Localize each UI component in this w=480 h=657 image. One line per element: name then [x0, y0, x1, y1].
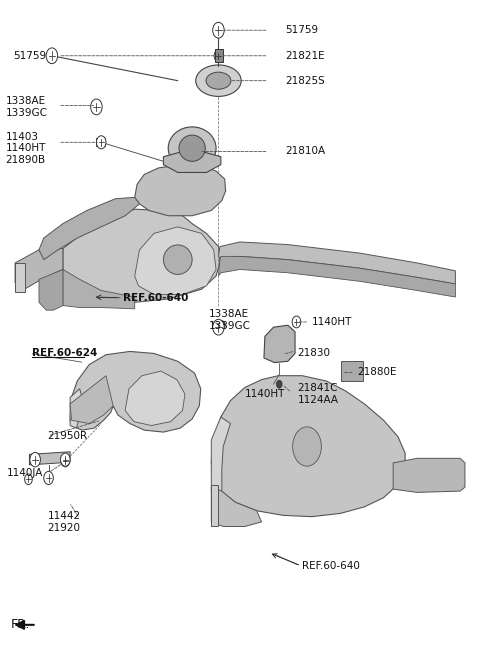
Ellipse shape — [168, 127, 216, 170]
Polygon shape — [70, 389, 83, 428]
Text: 21880E: 21880E — [357, 367, 397, 377]
Circle shape — [61, 455, 70, 467]
Text: 1140JA: 1140JA — [6, 468, 43, 478]
Polygon shape — [39, 269, 63, 310]
Text: 51759: 51759 — [13, 51, 46, 60]
Polygon shape — [211, 487, 262, 526]
Text: 1140HT: 1140HT — [245, 389, 285, 399]
Circle shape — [96, 136, 106, 149]
Circle shape — [30, 453, 40, 467]
Circle shape — [24, 474, 32, 484]
Polygon shape — [211, 376, 405, 516]
Text: REF.60-640: REF.60-640 — [302, 561, 360, 571]
Ellipse shape — [196, 65, 241, 97]
Polygon shape — [218, 242, 456, 284]
Text: 51759: 51759 — [286, 25, 319, 35]
Text: REF.60-640: REF.60-640 — [123, 292, 188, 303]
Polygon shape — [211, 417, 230, 492]
Polygon shape — [39, 197, 140, 260]
Ellipse shape — [293, 427, 322, 466]
Bar — [340, 361, 363, 381]
Text: 11403
1140HT
21890B: 11403 1140HT 21890B — [5, 131, 46, 165]
Polygon shape — [15, 248, 63, 289]
Polygon shape — [63, 209, 220, 302]
Text: 21810A: 21810A — [286, 147, 325, 156]
Text: 21821E: 21821E — [286, 51, 325, 60]
Text: REF.60-624: REF.60-624 — [32, 348, 97, 359]
Circle shape — [213, 22, 224, 38]
Text: 1140HT: 1140HT — [312, 317, 352, 327]
Bar — [215, 49, 223, 62]
Polygon shape — [264, 325, 295, 363]
Polygon shape — [135, 165, 226, 215]
Text: 21950R: 21950R — [48, 431, 88, 441]
Polygon shape — [63, 269, 135, 309]
Text: 21830: 21830 — [298, 348, 330, 358]
Polygon shape — [29, 452, 70, 465]
Polygon shape — [218, 256, 456, 297]
Text: FR.: FR. — [11, 618, 31, 631]
Polygon shape — [125, 371, 185, 426]
Circle shape — [214, 50, 223, 62]
Circle shape — [276, 380, 282, 388]
Ellipse shape — [163, 245, 192, 275]
Polygon shape — [96, 139, 105, 147]
Polygon shape — [163, 152, 221, 173]
Ellipse shape — [206, 72, 231, 89]
Polygon shape — [15, 263, 24, 292]
Polygon shape — [211, 484, 218, 526]
Polygon shape — [135, 227, 216, 294]
Circle shape — [60, 453, 70, 466]
Text: 21825S: 21825S — [286, 76, 325, 85]
Polygon shape — [393, 459, 465, 492]
Circle shape — [218, 321, 225, 330]
Circle shape — [292, 316, 301, 328]
Polygon shape — [70, 351, 201, 432]
Circle shape — [44, 472, 53, 484]
Text: 11442
21920: 11442 21920 — [48, 511, 81, 533]
Text: 21841C
1124AA: 21841C 1124AA — [298, 383, 338, 405]
Circle shape — [213, 319, 224, 335]
Text: 1338AE
1339GC: 1338AE 1339GC — [5, 96, 48, 118]
Ellipse shape — [179, 135, 205, 162]
Circle shape — [91, 99, 102, 115]
Text: 1338AE
1339GC: 1338AE 1339GC — [209, 309, 251, 330]
Polygon shape — [70, 376, 113, 424]
Circle shape — [46, 48, 58, 64]
